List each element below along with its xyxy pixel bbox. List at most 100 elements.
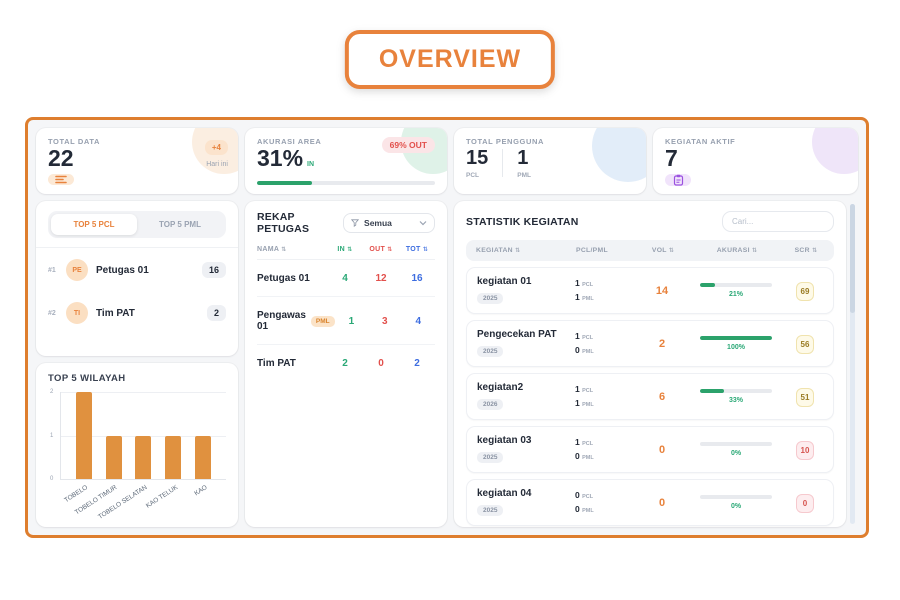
delta-badge: +4 <box>204 140 228 155</box>
year-badge: 2025 <box>477 505 504 516</box>
scrollbar-thumb[interactable] <box>850 204 855 313</box>
akurasi-progress-fill <box>257 181 313 185</box>
top5-card: TOP 5 PCL TOP 5 PML #1 PE Petugas 01 16 … <box>36 201 238 356</box>
overview-title-box: OVERVIEW <box>344 30 556 89</box>
bar-kao <box>195 435 212 479</box>
kegiatan-row: kegiatan 04 2025 0 PCL 0 PML 0 0% 0 <box>466 479 834 526</box>
col-header-out[interactable]: OUT ⇅ <box>369 246 393 253</box>
akurasi-cell: 33% <box>685 389 787 404</box>
akurasi-cell: 21% <box>685 283 787 298</box>
sort-icon: ⇅ <box>668 247 675 254</box>
year-badge: 2026 <box>477 399 504 410</box>
tab-top5-pcl[interactable]: TOP 5 PCL <box>51 214 137 235</box>
chart-title: TOP 5 WILAYAH <box>48 373 126 384</box>
in-value: 1 <box>348 315 355 327</box>
tot-value: 4 <box>415 315 422 327</box>
in-value: 2 <box>342 358 348 369</box>
kegiatan-name: kegiatan 04 <box>477 488 532 499</box>
search-input[interactable] <box>722 211 834 232</box>
scr-badge: 0 <box>796 493 814 513</box>
scr-badge: 56 <box>795 334 815 354</box>
out-value: 0 <box>378 358 384 369</box>
table-row: Tim PAT 2 0 2 <box>257 345 435 381</box>
list-item[interactable]: #2 TI Tim PAT 2 <box>48 291 226 334</box>
pml-unit-label: PML <box>517 171 531 179</box>
vol-value: 6 <box>658 390 666 403</box>
col-header-kegiatan[interactable]: KEGIATAN ⇅ <box>476 247 521 254</box>
vol-value: 0 <box>658 496 666 509</box>
sort-icon: ⇅ <box>347 246 353 253</box>
pml-count: 1 <box>517 147 529 169</box>
filter-select[interactable]: Semua <box>343 213 435 233</box>
count-badge: 2 <box>206 305 226 321</box>
akurasi-percent: 0% <box>730 449 742 457</box>
kegiatan-row: Pengecekan PAT 2025 1 PCL 0 PML 2 100% 56 <box>466 320 834 367</box>
total-pengguna-card: TOTAL PENGGUNA 15 PCL 1 PML <box>454 128 646 194</box>
sort-icon: ⇅ <box>751 247 758 254</box>
akurasi-in-value: 31% <box>257 145 304 171</box>
petugas-name: Petugas 01 <box>96 264 149 276</box>
scrollbar[interactable] <box>850 204 855 524</box>
out-value: 3 <box>382 315 388 327</box>
bar-tobelo <box>75 392 92 479</box>
tab-top5-pml[interactable]: TOP 5 PML <box>159 220 201 229</box>
table-row: Pengawas 01 PML 1 3 4 <box>257 297 435 345</box>
bar-tobelo-selatan <box>135 435 152 479</box>
pcl-count: 15 <box>466 147 489 169</box>
vol-value: 0 <box>658 443 666 456</box>
y-tick: 0 <box>50 476 54 482</box>
petugas-name: Tim PAT <box>257 358 296 369</box>
top5-tabbar: TOP 5 PCL TOP 5 PML <box>48 211 226 238</box>
col-header-vol[interactable]: VOL ⇅ <box>651 247 675 254</box>
akurasi-cell: 0% <box>685 442 787 457</box>
bar-kao-teluk <box>165 435 182 479</box>
vol-value: 2 <box>658 337 666 350</box>
akurasi-percent: 100% <box>727 343 745 351</box>
out-badge: 69% OUT <box>381 137 435 153</box>
col-header-akurasi[interactable]: AKURASI ⇅ <box>716 247 758 254</box>
table-row: Petugas 01 4 12 16 <box>257 260 435 297</box>
akurasi-cell: 0% <box>685 495 787 510</box>
avatar: TI <box>66 302 88 324</box>
kegiatan-row: kegiatan 03 2025 1 PCL 0 PML 0 0% 10 <box>466 426 834 473</box>
total-data-card: TOTAL DATA 22 +4 Hari ini <box>36 128 238 194</box>
gridline <box>61 392 226 393</box>
sort-icon: ⇅ <box>422 246 429 253</box>
kegiatan-name: kegiatan 03 <box>477 435 532 446</box>
akurasi-percent: 0% <box>730 502 742 510</box>
list-icon <box>48 173 74 185</box>
dashboard-frame: TOTAL DATA 22 +4 Hari ini AKURASI AREA 3… <box>25 117 869 538</box>
tot-value: 2 <box>414 358 420 369</box>
total-pengguna-label: TOTAL PENGGUNA <box>466 137 544 146</box>
akurasi-progressbar <box>257 181 435 185</box>
petugas-name: Tim PAT <box>96 307 135 319</box>
kegiatan-row: kegiatan 01 2025 1 PCL 1 PML 14 21% 69 <box>466 267 834 314</box>
col-header-scr[interactable]: SCR ⇅ <box>794 247 818 254</box>
total-data-value: 22 <box>48 145 74 171</box>
page-title: OVERVIEW <box>378 45 522 73</box>
rank-label: #1 <box>48 266 56 274</box>
scr-badge: 51 <box>795 387 815 407</box>
vol-value: 14 <box>655 284 669 297</box>
year-badge: 2025 <box>477 293 504 304</box>
akurasi-area-card: AKURASI AREA 31% IN 69% OUT <box>245 128 447 194</box>
in-value: 4 <box>342 273 348 284</box>
y-tick: 1 <box>50 432 54 439</box>
col-header-pclpml: PCL/PML <box>576 247 608 254</box>
delta-caption: Hari ini <box>206 161 228 168</box>
sort-icon: ⇅ <box>387 246 393 253</box>
col-header-in[interactable]: IN ⇅ <box>337 246 353 253</box>
rank-label: #2 <box>48 309 56 317</box>
list-item[interactable]: #1 PE Petugas 01 16 <box>48 248 226 291</box>
clipboard-icon <box>665 173 691 186</box>
kegiatan-aktif-value: 7 <box>665 145 678 171</box>
akurasi-cell: 100% <box>685 336 787 351</box>
kegiatan-aktif-card: KEGIATAN AKTIF 7 <box>653 128 858 194</box>
scr-badge: 69 <box>795 281 815 301</box>
kegiatan-aktif-label: KEGIATAN AKTIF <box>665 137 736 146</box>
col-header-tot[interactable]: TOT ⇅ <box>405 246 429 253</box>
sort-icon: ⇅ <box>281 246 287 253</box>
col-header-nama[interactable]: NAMA ⇅ <box>257 246 287 253</box>
x-label: KAO <box>193 484 209 498</box>
avatar: PE <box>66 259 88 281</box>
